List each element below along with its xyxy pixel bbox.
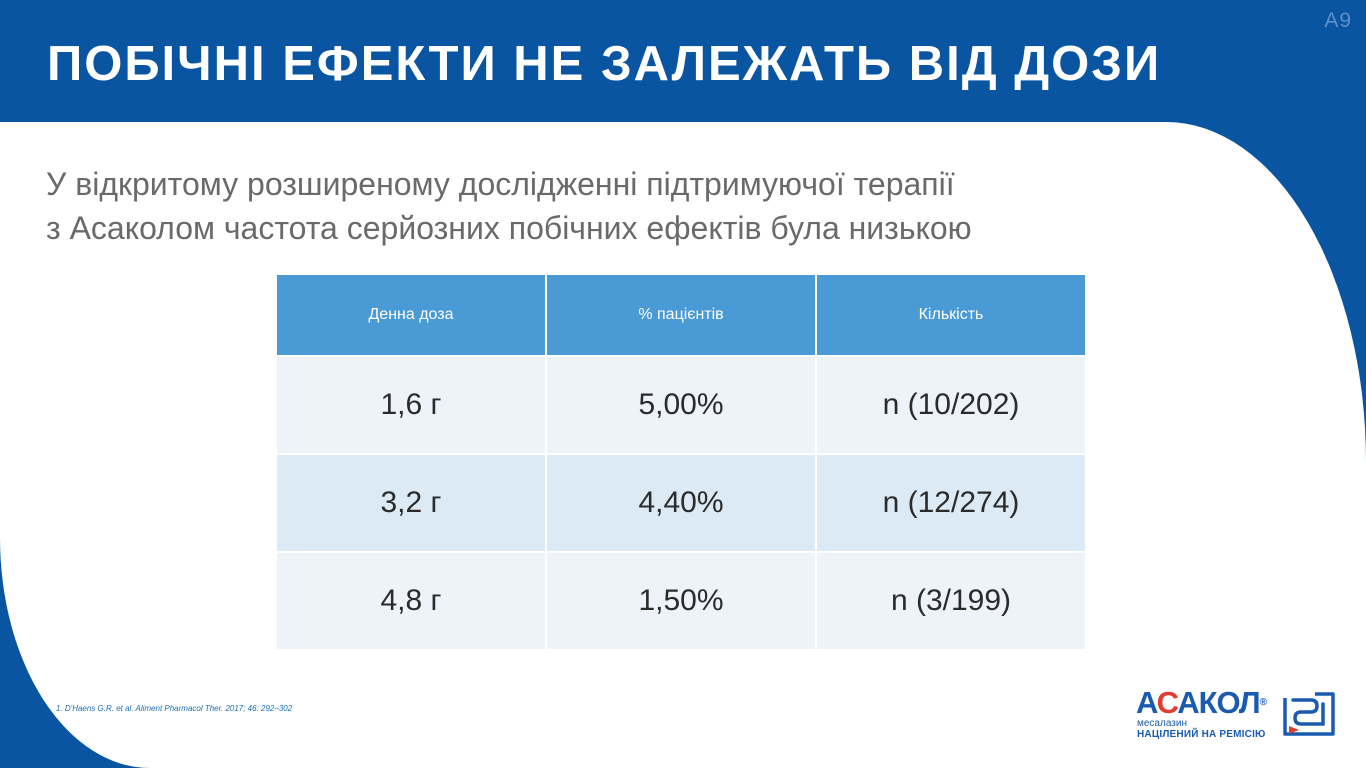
subtitle: У відкритому розширеному дослідженні під… bbox=[46, 162, 1206, 250]
slide-number: A9 bbox=[1324, 9, 1352, 32]
footnote-reference: 1. D'Haens G.R. et al. Aliment Pharmacol… bbox=[56, 704, 293, 713]
intestine-icon bbox=[1283, 692, 1335, 736]
logo-tagline: НАЦІЛЕНИЙ НА РЕМІСІЮ bbox=[1137, 729, 1266, 740]
registered-mark: ® bbox=[1259, 697, 1267, 708]
cell-count: n (12/274) bbox=[817, 455, 1085, 551]
cell-patients-percent: 5,00% bbox=[547, 357, 815, 453]
logo-brand-name: АСАКОЛ® bbox=[1136, 685, 1267, 720]
table-header-row: Денна доза % пацієнтів Кількість bbox=[277, 275, 1085, 355]
table-row: 3,2 г 4,40% n (12/274) bbox=[277, 455, 1085, 551]
page-title: ПОБІЧНІ ЕФЕКТИ НЕ ЗАЛЕЖАТЬ ВІД ДОЗИ bbox=[47, 37, 1162, 91]
cell-count: n (3/199) bbox=[817, 553, 1085, 649]
dose-table: Денна доза % пацієнтів Кількість 1,6 г 5… bbox=[275, 273, 1087, 651]
logo-accent-letter: С bbox=[1156, 685, 1179, 720]
column-header-daily-dose: Денна доза bbox=[277, 275, 545, 355]
table-row: 4,8 г 1,50% n (3/199) bbox=[277, 553, 1085, 649]
asacol-logo: АСАКОЛ® месалазин НАЦІЛЕНИЙ НА РЕМІСІЮ bbox=[1136, 686, 1341, 744]
subtitle-line-1: У відкритому розширеному дослідженні під… bbox=[46, 166, 955, 202]
column-header-patients-percent: % пацієнтів bbox=[547, 275, 815, 355]
cell-patients-percent: 1,50% bbox=[547, 553, 815, 649]
logo-letters: АКОЛ bbox=[1177, 685, 1260, 720]
logo-letter: А bbox=[1136, 685, 1158, 720]
cell-daily-dose: 1,6 г bbox=[277, 357, 545, 453]
cell-daily-dose: 4,8 г bbox=[277, 553, 545, 649]
cell-daily-dose: 3,2 г bbox=[277, 455, 545, 551]
logo-generic-name: месалазин bbox=[1137, 718, 1187, 729]
subtitle-line-2: з Асаколом частота серйозних побічних еф… bbox=[46, 210, 972, 246]
table-row: 1,6 г 5,00% n (10/202) bbox=[277, 357, 1085, 453]
cell-patients-percent: 4,40% bbox=[547, 455, 815, 551]
cell-count: n (10/202) bbox=[817, 357, 1085, 453]
column-header-count: Кількість bbox=[817, 275, 1085, 355]
